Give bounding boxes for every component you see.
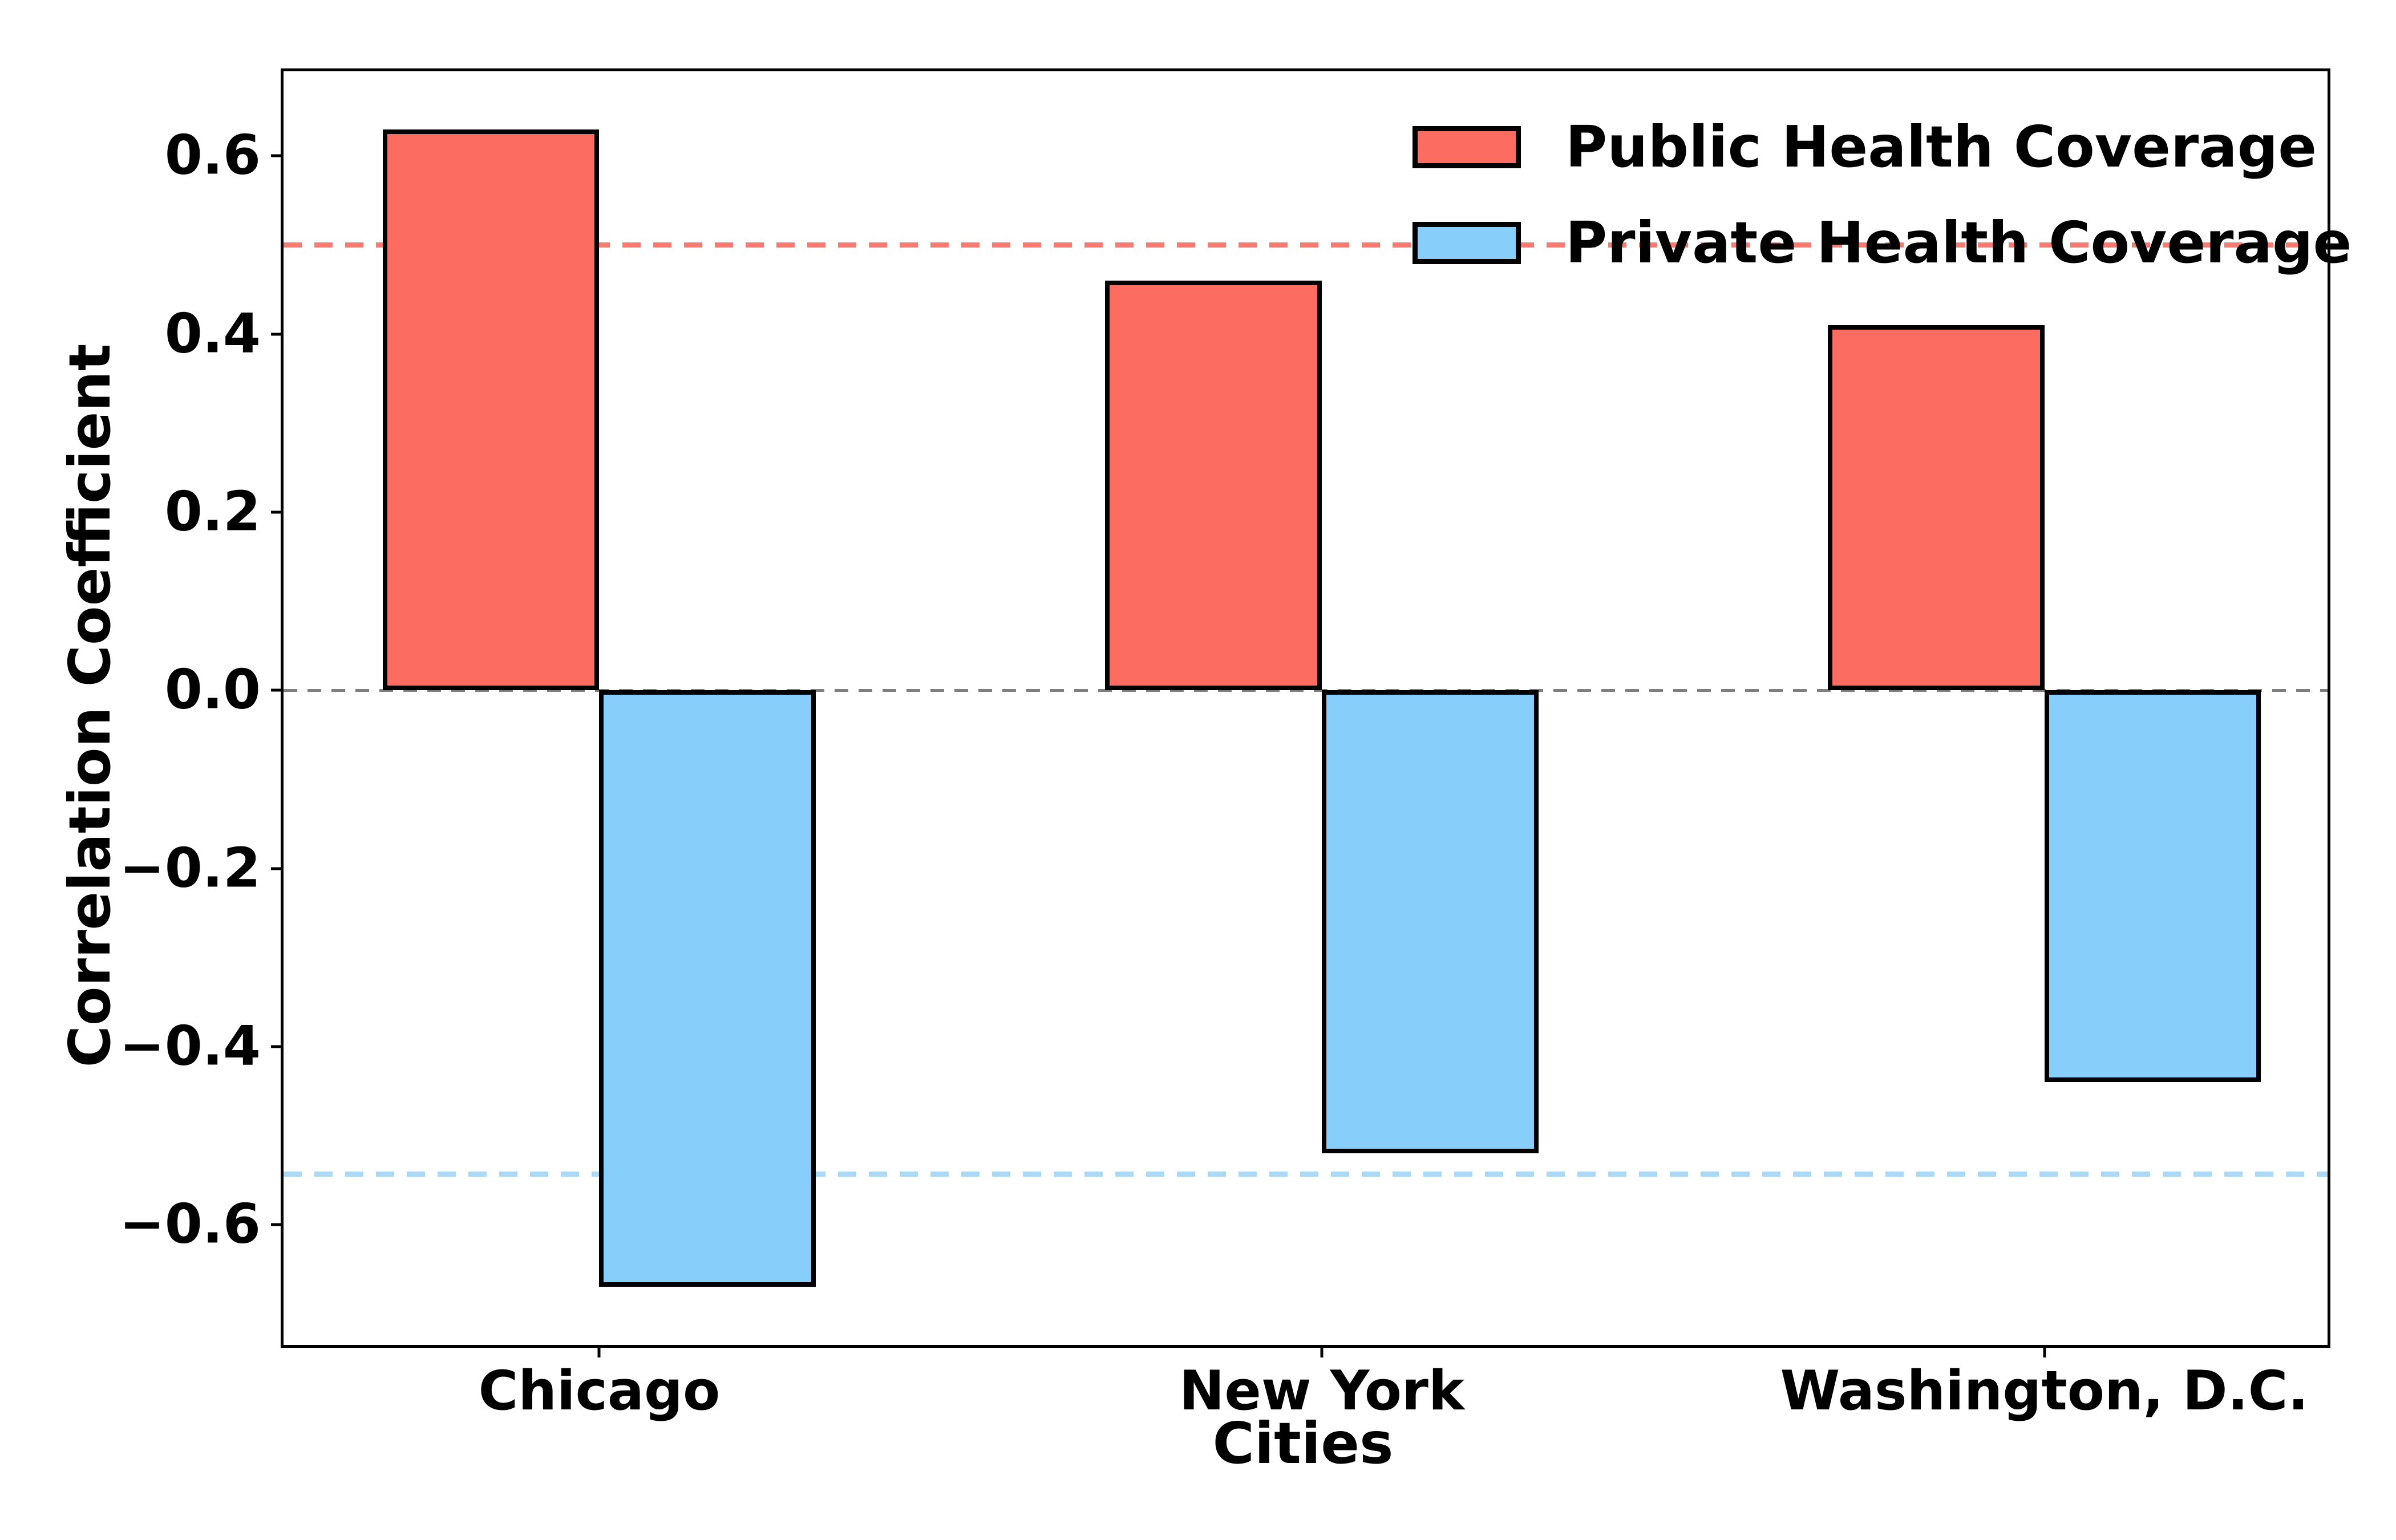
bar-public-new-york xyxy=(1105,280,1322,691)
legend: Public Health Coverage Private Health Co… xyxy=(1412,119,2352,310)
y-tick-label: 0.2 xyxy=(164,480,261,544)
plot-area: Public Health Coverage Private Health Co… xyxy=(119,68,2352,1420)
y-tick-mark xyxy=(271,1223,281,1226)
reference-line-private-mean-line xyxy=(284,1171,2328,1177)
bar-private-chicago xyxy=(599,690,816,1287)
x-tick-label-washington-d-c: Washington, D.C. xyxy=(1780,1360,2309,1423)
y-tick-mark xyxy=(271,333,281,336)
y-tick-label: 0.6 xyxy=(164,124,261,187)
y-tick-label: 0.4 xyxy=(164,302,261,366)
legend-swatch-public-icon xyxy=(1412,126,1521,168)
x-tick-mark xyxy=(2043,1348,2046,1357)
y-tick-label: −0.4 xyxy=(119,1015,261,1078)
legend-label-private: Private Health Coverage xyxy=(1565,209,2352,276)
y-tick-mark xyxy=(271,867,281,870)
y-tick-label: −0.6 xyxy=(119,1193,261,1256)
y-axis-label: Correlation Coefficient xyxy=(56,343,123,1068)
y-tick-mark xyxy=(271,688,281,692)
legend-entry-private: Private Health Coverage xyxy=(1412,214,2352,271)
x-tick-label-new-york: New York xyxy=(1179,1360,1465,1423)
x-tick-mark xyxy=(1320,1348,1324,1357)
reference-line-zero-line xyxy=(284,688,2328,692)
bar-private-washington-d-c xyxy=(2044,690,2261,1083)
legend-entry-public: Public Health Coverage xyxy=(1412,119,2352,176)
y-tick-mark xyxy=(271,510,281,514)
y-tick-label: −0.2 xyxy=(119,837,261,900)
y-tick-label: 0.0 xyxy=(164,658,261,722)
y-tick-mark xyxy=(271,1045,281,1048)
x-axis-label: Cities xyxy=(1212,1410,1394,1477)
reference-line-public-mean-line xyxy=(284,242,2328,248)
bar-public-washington-d-c xyxy=(1827,325,2045,691)
x-tick-mark xyxy=(597,1348,601,1357)
legend-swatch-private-icon xyxy=(1412,222,1521,264)
legend-label-public: Public Health Coverage xyxy=(1565,114,2317,180)
bar-private-new-york xyxy=(1321,690,1539,1154)
y-tick-mark xyxy=(271,154,281,157)
bar-public-chicago xyxy=(382,129,600,691)
x-tick-label-chicago: Chicago xyxy=(478,1360,721,1423)
